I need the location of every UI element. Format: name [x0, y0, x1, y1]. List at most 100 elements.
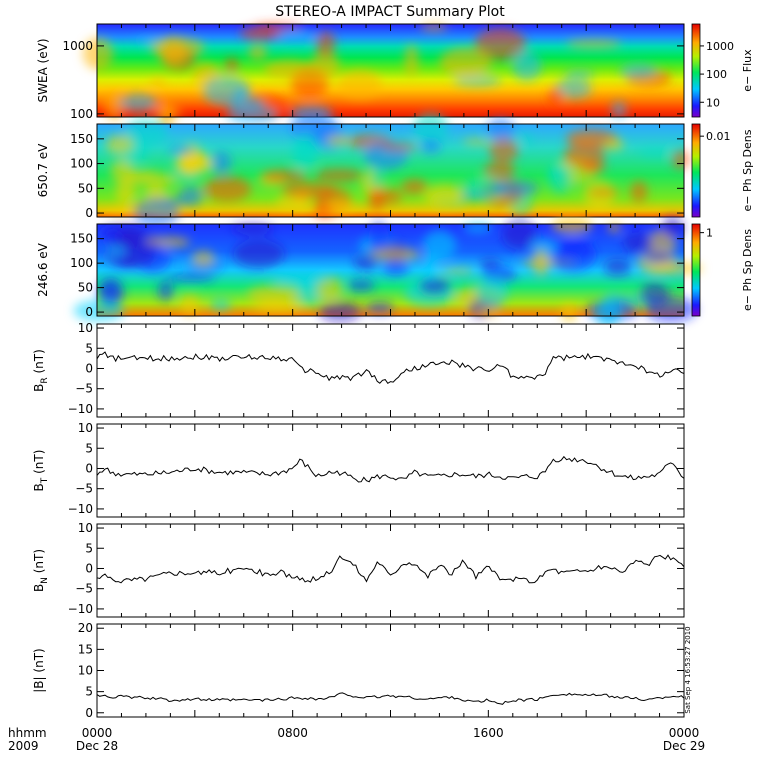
colorbar — [691, 23, 701, 118]
heatmap-blob — [369, 189, 385, 212]
y-tick-label: 5 — [85, 341, 93, 355]
x-tick-label: 1600 — [473, 726, 504, 740]
heatmap-blob — [254, 23, 303, 30]
y-axis-label: BT (nT) — [32, 450, 50, 492]
y-tick-label: 5 — [85, 441, 93, 455]
heatmap-blob — [412, 113, 449, 145]
heatmap-blob — [611, 101, 627, 119]
y-tick-label: 100 — [70, 256, 93, 270]
y-tick-label: 0 — [85, 206, 93, 220]
colorbar-tick-label: 1 — [706, 227, 713, 240]
heatmap-blob — [105, 245, 126, 256]
heatmap-blob — [644, 250, 673, 262]
y-axis-label: BN (nT) — [32, 549, 50, 592]
chart-title: STEREO-A IMPACT Summary Plot — [275, 4, 505, 20]
heatmap-blob — [483, 162, 516, 180]
heatmap-blob — [630, 180, 648, 203]
x-tick-label: 0000 — [669, 726, 700, 740]
heatmap-blob — [246, 285, 301, 303]
heatmap-blob — [564, 69, 595, 79]
panel-2: 0.01 e− Ph Sp Dens 650.7 eV 0 50 100 150 — [36, 113, 754, 227]
heatmap-blob — [225, 57, 239, 73]
heatmap-blob — [276, 195, 306, 211]
heatmap-blob — [547, 164, 568, 181]
heatmap-blob — [382, 260, 410, 276]
series-line — [96, 554, 685, 584]
series-line — [96, 455, 685, 483]
heatmap-blob — [368, 222, 389, 256]
heatmap-blob — [603, 258, 632, 276]
heatmap-blob — [124, 119, 168, 147]
heatmap-blob — [314, 169, 364, 182]
heatmap-blob — [476, 306, 499, 317]
y-axis-label: |B| (nT) — [32, 648, 46, 692]
heatmap-blob — [532, 248, 550, 277]
colorbar-label: e− Flux — [741, 49, 754, 92]
x-date-label: Dec 29 — [663, 739, 705, 753]
y-tick-label: 100 — [70, 157, 93, 171]
x-tick-label: 0800 — [277, 726, 308, 740]
heatmap-blob — [553, 78, 592, 99]
heatmap-blob — [272, 272, 328, 285]
heatmap-blob — [73, 299, 125, 322]
heatmap-blob — [474, 27, 527, 61]
y-tick-label: 10 — [78, 321, 93, 335]
y-tick-label: 10 — [78, 421, 93, 435]
colorbar-label: e− Ph Sp Dens — [741, 129, 754, 211]
y-tick-label: 5 — [85, 541, 93, 555]
heatmap-blob — [516, 134, 535, 145]
heatmap-blob — [276, 30, 316, 43]
y-tick-label: 5 — [85, 685, 93, 699]
heatmap-texture — [104, 113, 690, 227]
y-tick-label: −5 — [75, 482, 93, 496]
heatmap-blob — [106, 134, 135, 155]
y-tick-label: 20 — [78, 621, 93, 635]
heatmap-blob — [231, 223, 274, 235]
heatmap-texture — [82, 23, 672, 133]
plot-area — [97, 424, 684, 517]
timestamp-label: Sat Sep 4 16:53:27 2010 — [684, 626, 692, 713]
y-tick-label: 50 — [78, 281, 93, 295]
heatmap-blob — [82, 37, 114, 70]
plot-area — [97, 324, 684, 417]
heatmap-blob — [550, 239, 597, 272]
heatmap-blob — [261, 169, 308, 183]
y-tick-label: −5 — [75, 382, 93, 396]
panel-7: |B| (nT) 0 5 10 15 20 — [32, 621, 685, 720]
heatmap-blob — [281, 182, 336, 200]
y-tick-label: 10 — [78, 664, 93, 678]
heatmap-blob — [475, 278, 509, 306]
heatmap-blob — [191, 250, 216, 268]
heatmap-blob — [502, 220, 537, 250]
heatmap-blob — [622, 232, 654, 254]
heatmap-blob — [423, 253, 438, 287]
y-tick-label: −10 — [68, 402, 93, 416]
y-tick-label: 0 — [85, 305, 93, 319]
heatmap-blob — [453, 75, 502, 87]
heatmap-blob — [326, 135, 352, 147]
y-axis-label: 246.6 eV — [36, 242, 50, 297]
heatmap-blob — [420, 138, 442, 154]
heatmap-blob — [380, 143, 419, 151]
heatmap-blob — [439, 47, 492, 77]
heatmap-blob — [125, 172, 179, 187]
heatmap-blob — [462, 138, 495, 146]
heatmap-blob — [118, 93, 158, 113]
heatmap-blob — [233, 239, 285, 269]
heatmap-blob — [157, 280, 174, 301]
heatmap-blob — [101, 229, 122, 242]
colorbar — [691, 123, 701, 218]
heatmap-blob — [420, 23, 448, 32]
heatmap-blob — [644, 296, 698, 323]
series-line — [96, 351, 685, 384]
y-axis-label: BR (nT) — [32, 349, 50, 392]
heatmap-blob — [563, 144, 606, 167]
series-line — [96, 692, 685, 705]
heatmap-blob — [264, 59, 314, 80]
colorbar — [691, 223, 701, 317]
colorbar-label: e− Ph Sp Dens — [741, 229, 754, 311]
y-tick-label: 15 — [78, 642, 93, 656]
y-tick-label: 100 — [70, 107, 93, 121]
x-date-label: Dec 28 — [76, 739, 118, 753]
